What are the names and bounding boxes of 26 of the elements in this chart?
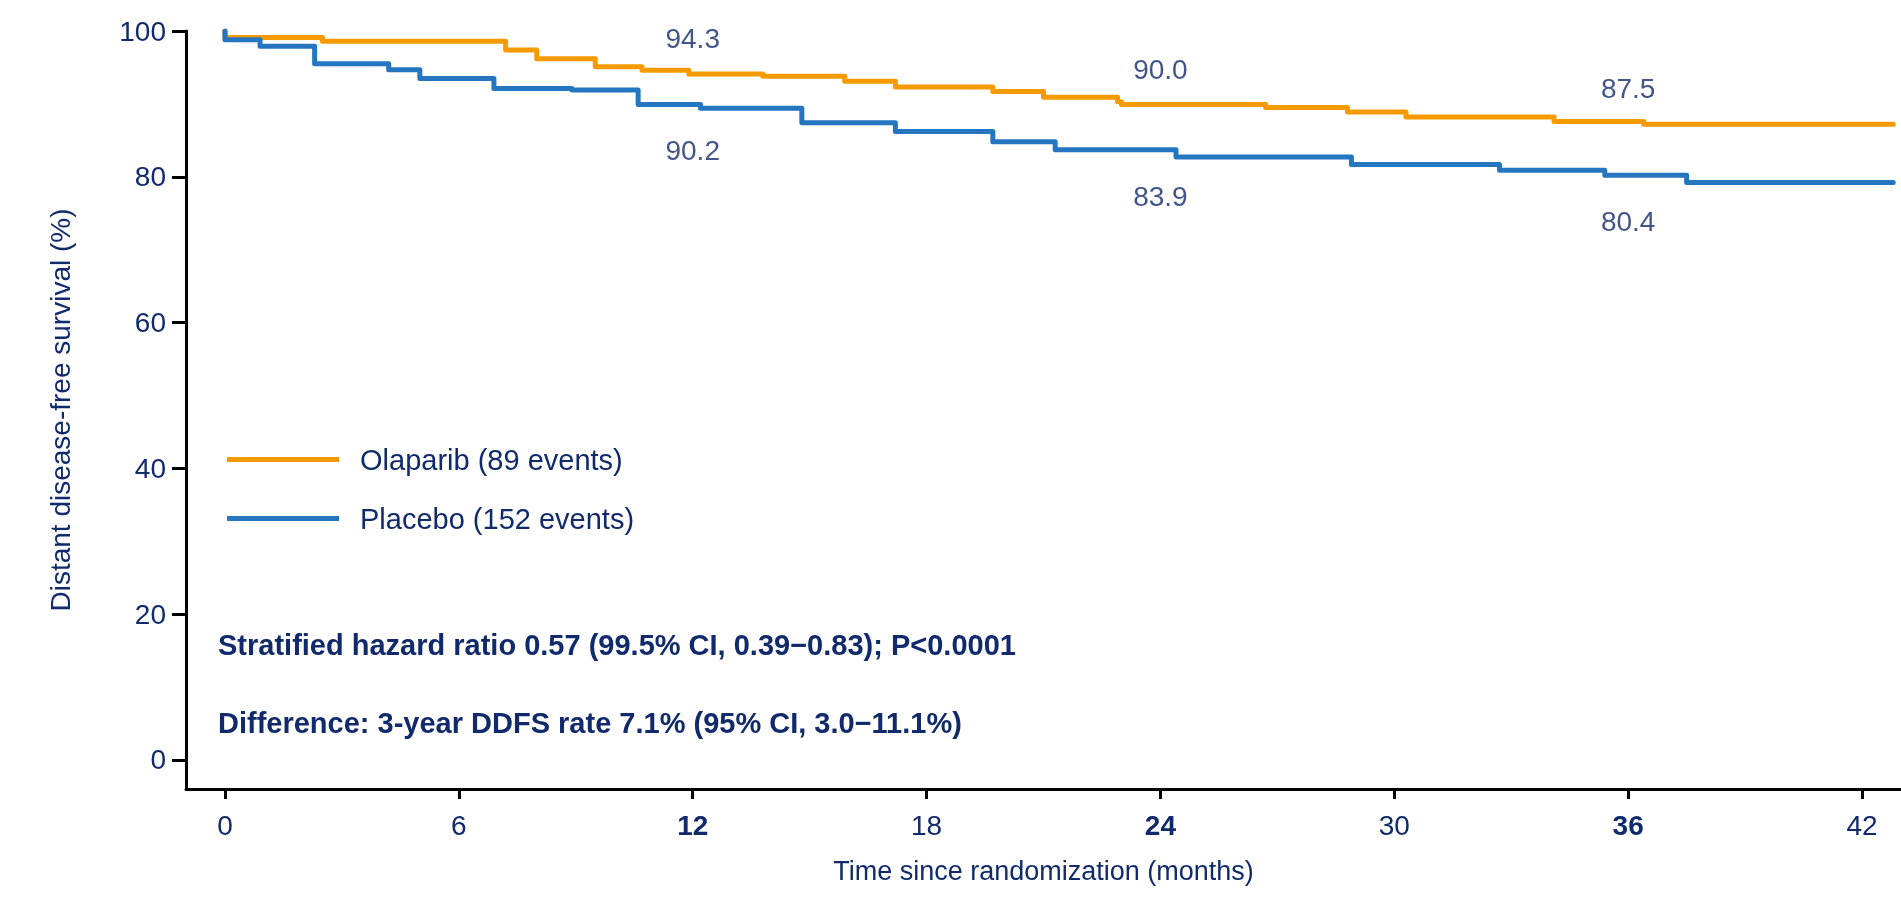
x-tick-label: 42 (1846, 809, 1878, 841)
annotation: Stratified hazard ratio 0.57 (99.5% CI, 0.39−0.83); P<0.0001 (218, 628, 1016, 661)
annotation: 87.5 (1600, 72, 1656, 104)
annotation: Difference: 3-year DDFS rate 7.1% (95% CI, 3.0−11.1%) (218, 706, 962, 739)
annotation: 90.0 (1133, 54, 1188, 86)
annotation: 90.2 (665, 134, 720, 166)
x-tick-label: 36 (1612, 809, 1644, 841)
x-tick-label: 18 (910, 809, 943, 841)
y-tick-label: 40 (134, 452, 166, 484)
y-tick-label: 20 (134, 598, 166, 630)
y-tick-label: 100 (119, 15, 166, 47)
x-tick-label: 12 (677, 809, 709, 841)
y-axis-title: Distant disease-free survival (%) (44, 208, 76, 612)
x-tick-label: 24 (1144, 809, 1177, 841)
x-tick-label: 6 (451, 809, 467, 841)
annotation: 80.4 (1600, 206, 1656, 238)
annotation: 83.9 (1133, 180, 1188, 212)
x-tick-label: 0 (217, 809, 233, 841)
x-axis-title: Time since randomization (months) (833, 855, 1254, 886)
legend-label: Olaparib (89 events) (360, 443, 623, 476)
x-tick-label: 30 (1378, 809, 1410, 841)
y-tick-label: 60 (134, 307, 166, 339)
annotation: 94.3 (665, 23, 720, 55)
y-tick-label: 80 (134, 161, 166, 193)
legend-label: Placebo (152 events) (360, 502, 635, 535)
y-tick-label: 0 (150, 744, 166, 776)
